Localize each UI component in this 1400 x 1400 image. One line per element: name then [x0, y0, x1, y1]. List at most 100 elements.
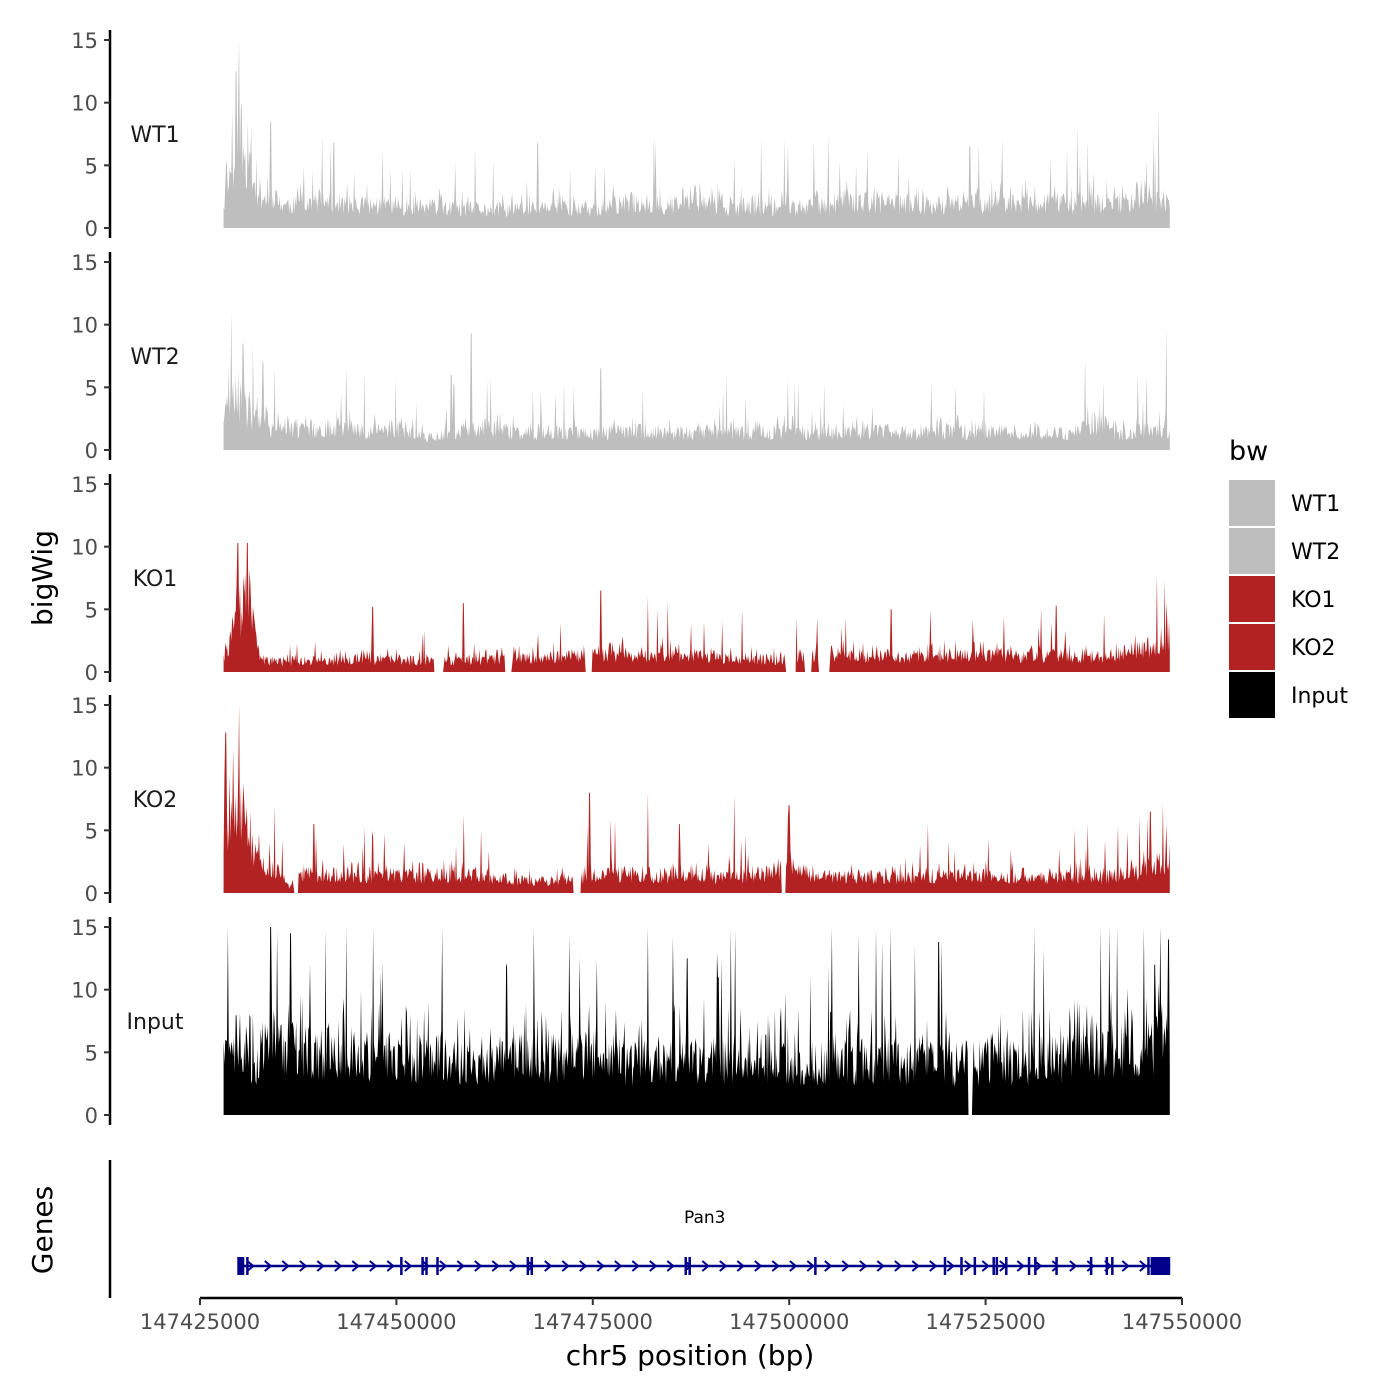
strand-arrow	[386, 1260, 395, 1272]
exon-mark	[1147, 1257, 1150, 1275]
strand-arrow	[859, 1260, 868, 1272]
strand-arrow	[246, 1260, 255, 1272]
exon-mark	[973, 1257, 977, 1275]
strand-arrow	[334, 1260, 343, 1272]
y-tick-label: 5	[85, 598, 98, 622]
coverage-area-wt1	[223, 40, 1170, 228]
strand-arrow	[911, 1260, 920, 1272]
track-ko2: 0 5 10 15 KO2	[71, 694, 1170, 906]
strand-arrow	[649, 1260, 658, 1272]
strand-arrow	[404, 1260, 413, 1272]
strand-arrow	[614, 1260, 623, 1272]
legend: bw WT1 WT2 KO1 KO2 Input	[1229, 436, 1348, 718]
exon-mark	[684, 1257, 688, 1275]
strand-arrow	[631, 1260, 640, 1272]
legend-label-input: Input	[1291, 684, 1348, 709]
x-tick-label: 147500000	[729, 1310, 849, 1334]
y-tick-label: 0	[85, 439, 98, 463]
strand-arrow	[526, 1260, 535, 1272]
strand-arrow	[579, 1260, 588, 1272]
exon-mark	[1027, 1257, 1031, 1275]
genes-panel: Pan3	[108, 1160, 1171, 1298]
strand-arrow	[981, 1260, 990, 1272]
strand-arrow	[666, 1260, 675, 1272]
genes-axis-title: Genes	[26, 1186, 59, 1274]
y-tick-label: 0	[85, 217, 98, 241]
exon-mark	[995, 1257, 999, 1275]
strand-arrow	[1016, 1260, 1025, 1272]
exon-mark	[436, 1257, 439, 1275]
legend-title: bw	[1229, 436, 1268, 467]
exon-mark	[400, 1257, 403, 1275]
track-label: KO2	[133, 788, 178, 813]
exon-mark	[530, 1257, 534, 1275]
x-tick-label: 147450000	[336, 1310, 456, 1334]
strand-arrow	[456, 1260, 465, 1272]
exon-mark	[1034, 1257, 1037, 1275]
strand-arrow	[1034, 1260, 1043, 1272]
gene-name-label: Pan3	[684, 1208, 726, 1228]
y-tick-label: 0	[85, 1104, 98, 1128]
coverage-area-wt2	[223, 312, 1170, 450]
x-tick-label: 147425000	[140, 1310, 260, 1334]
strand-arrow	[841, 1260, 850, 1272]
y-axis-title: bigWig	[26, 530, 59, 626]
strand-arrow	[701, 1260, 710, 1272]
exon-mark	[992, 1257, 995, 1275]
strand-arrow	[439, 1260, 448, 1272]
strand-arrow	[824, 1260, 833, 1272]
strand-arrow	[561, 1260, 570, 1272]
y-tick-label: 5	[85, 819, 98, 843]
exon-mark	[246, 1257, 249, 1275]
y-tick-label: 5	[85, 1041, 98, 1065]
exon-mark	[960, 1257, 963, 1275]
x-tick-label: 147525000	[925, 1310, 1045, 1334]
x-axis-title: chr5 position (bp)	[566, 1339, 815, 1372]
exon-mark	[421, 1257, 424, 1275]
x-tick-label: 147475000	[533, 1310, 653, 1334]
track-ko1: 0 5 10 15 KO1	[71, 473, 1170, 685]
strand-arrow	[771, 1260, 780, 1272]
strand-arrow	[491, 1260, 500, 1272]
strand-arrow	[806, 1260, 815, 1272]
strand-arrow	[351, 1260, 360, 1272]
exon-mark	[943, 1257, 947, 1275]
strand-arrow	[1069, 1260, 1078, 1272]
legend-swatch-ko2	[1229, 624, 1275, 670]
track-label: WT2	[130, 345, 179, 370]
coverage-area-input	[223, 927, 1170, 1115]
exon-mark	[688, 1257, 691, 1275]
strand-arrow	[264, 1260, 273, 1272]
gene-end-exon	[1150, 1257, 1171, 1275]
y-tick-label: 10	[71, 757, 98, 781]
strand-arrow	[369, 1260, 378, 1272]
strand-arrow	[281, 1260, 290, 1272]
strand-arrow	[876, 1260, 885, 1272]
track-label: WT1	[130, 123, 179, 148]
y-tick-label: 15	[71, 916, 98, 940]
y-tick-label: 10	[71, 536, 98, 560]
track-wt1: 0 5 10 15 WT1	[71, 29, 1170, 241]
coverage-area-ko2	[223, 705, 1170, 893]
strand-arrow	[754, 1260, 763, 1272]
legend-swatch-wt1	[1229, 480, 1275, 526]
strand-arrow	[596, 1260, 605, 1272]
x-axis: 147425000 147450000 147475000 147500000 1475…	[140, 1296, 1242, 1334]
track-input: 0 5 10 15 Input	[71, 916, 1170, 1128]
y-tick-label: 0	[85, 882, 98, 906]
y-tick-label: 0	[85, 661, 98, 685]
y-tick-label: 5	[85, 154, 98, 178]
exon-mark	[1055, 1257, 1058, 1275]
legend-label-ko2: KO2	[1291, 636, 1336, 661]
exon-mark	[1089, 1257, 1093, 1275]
strand-arrow	[421, 1260, 430, 1272]
strand-arrow	[719, 1260, 728, 1272]
y-tick-label: 15	[71, 473, 98, 497]
y-tick-label: 10	[71, 979, 98, 1003]
coverage-tracks: 0 5 10 15 WT1 0 5 10 15 WT2 0 5 10 15 KO1 0 5 10 15 KO2 0 5 10…	[71, 29, 1170, 1128]
strand-arrow	[316, 1260, 325, 1272]
gene-start-exon	[237, 1257, 245, 1275]
strand-arrow	[1086, 1260, 1095, 1272]
strand-arrow	[1051, 1260, 1060, 1272]
